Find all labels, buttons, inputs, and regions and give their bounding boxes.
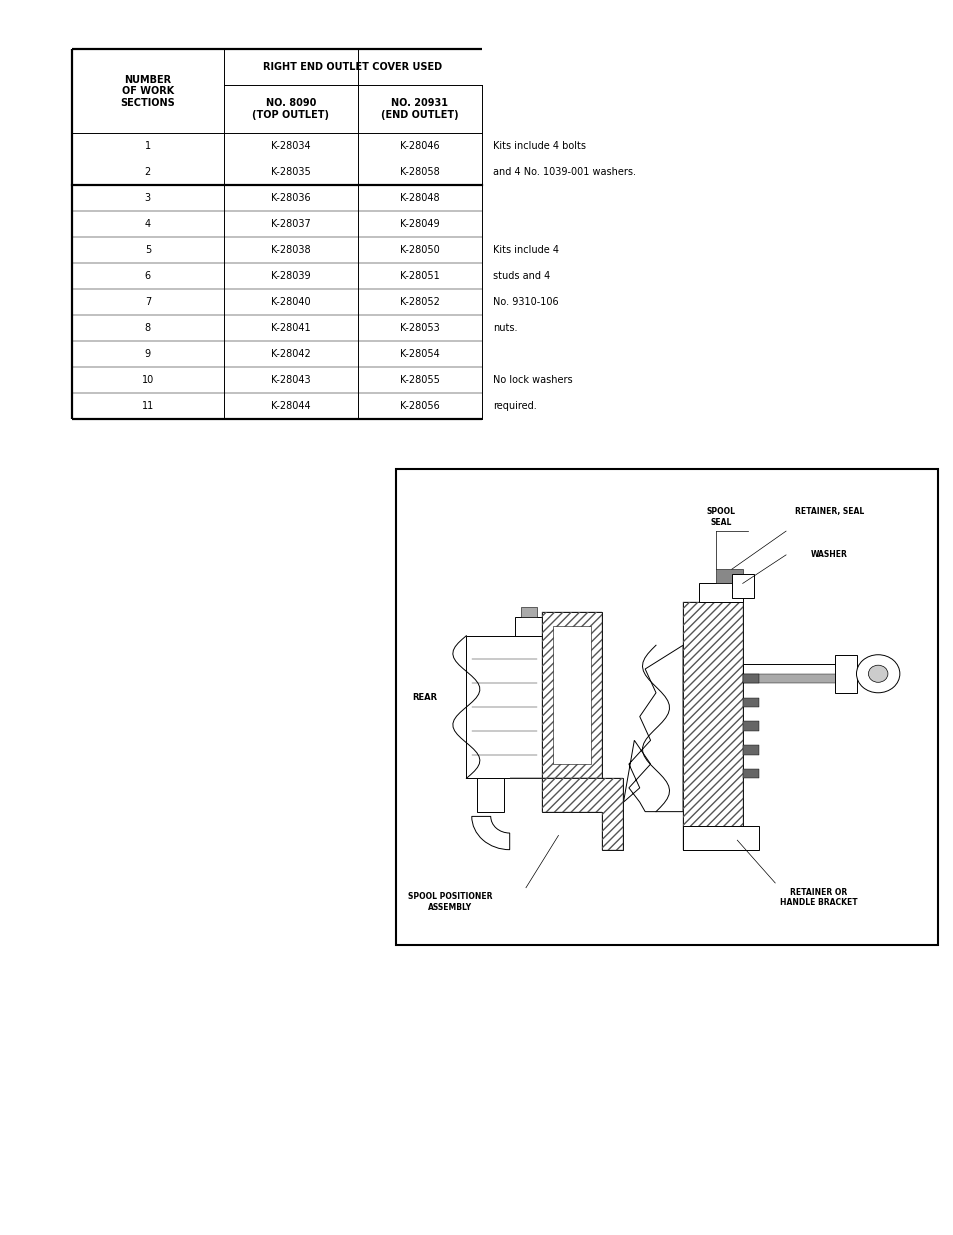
Text: K-28035: K-28035 xyxy=(271,167,311,178)
Text: K-28042: K-28042 xyxy=(271,348,311,359)
Text: RIGHT END OUTLET COVER USED: RIGHT END OUTLET COVER USED xyxy=(263,62,442,72)
Text: WASHER: WASHER xyxy=(810,550,847,559)
Text: K-28044: K-28044 xyxy=(271,400,311,411)
Text: K-28053: K-28053 xyxy=(399,322,439,333)
Polygon shape xyxy=(520,608,537,616)
Polygon shape xyxy=(553,626,590,764)
Text: studs and 4: studs and 4 xyxy=(493,270,550,282)
Text: NO. 8090
(TOP OUTLET): NO. 8090 (TOP OUTLET) xyxy=(253,99,329,120)
Text: required.: required. xyxy=(493,400,537,411)
Text: K-28039: K-28039 xyxy=(271,270,311,282)
Text: and 4 No. 1039-001 washers.: and 4 No. 1039-001 washers. xyxy=(493,167,636,178)
Polygon shape xyxy=(742,698,759,706)
Text: K-28040: K-28040 xyxy=(271,296,311,308)
Text: No lock washers: No lock washers xyxy=(493,374,572,385)
Text: K-28046: K-28046 xyxy=(399,141,439,152)
Text: 10: 10 xyxy=(142,374,153,385)
Text: K-28055: K-28055 xyxy=(399,374,439,385)
Text: K-28051: K-28051 xyxy=(399,270,439,282)
Text: 7: 7 xyxy=(145,296,151,308)
Text: K-28056: K-28056 xyxy=(399,400,439,411)
Text: Kits include 4 bolts: Kits include 4 bolts xyxy=(493,141,585,152)
Text: 6: 6 xyxy=(145,270,151,282)
Polygon shape xyxy=(623,645,682,811)
Text: K-28058: K-28058 xyxy=(399,167,439,178)
Polygon shape xyxy=(742,674,850,683)
Text: SPOOL
SEAL: SPOOL SEAL xyxy=(706,508,735,527)
Polygon shape xyxy=(742,769,759,778)
Polygon shape xyxy=(731,574,753,598)
Polygon shape xyxy=(541,613,601,778)
Text: K-28048: K-28048 xyxy=(399,193,439,204)
Text: Kits include 4: Kits include 4 xyxy=(493,245,558,256)
Text: K-28036: K-28036 xyxy=(271,193,311,204)
Text: K-28037: K-28037 xyxy=(271,219,311,230)
Text: 5: 5 xyxy=(145,245,151,256)
Circle shape xyxy=(856,655,899,693)
Text: K-28052: K-28052 xyxy=(399,296,439,308)
Polygon shape xyxy=(682,603,742,850)
Polygon shape xyxy=(476,778,504,811)
Text: K-28038: K-28038 xyxy=(271,245,311,256)
Wedge shape xyxy=(472,816,509,850)
Text: No. 9310-106: No. 9310-106 xyxy=(493,296,558,308)
Text: K-28041: K-28041 xyxy=(271,322,311,333)
Text: K-28054: K-28054 xyxy=(399,348,439,359)
Circle shape xyxy=(867,666,887,682)
Text: NO. 20931
(END OUTLET): NO. 20931 (END OUTLET) xyxy=(380,99,458,120)
Polygon shape xyxy=(509,778,623,850)
Text: nuts.: nuts. xyxy=(493,322,517,333)
Text: 2: 2 xyxy=(145,167,151,178)
Polygon shape xyxy=(699,583,742,603)
Polygon shape xyxy=(682,826,759,850)
Text: K-28034: K-28034 xyxy=(271,141,311,152)
Bar xyxy=(395,469,937,945)
Text: K-28049: K-28049 xyxy=(399,219,439,230)
Text: 11: 11 xyxy=(142,400,153,411)
Text: RETAINER, SEAL: RETAINER, SEAL xyxy=(794,508,863,516)
Text: 8: 8 xyxy=(145,322,151,333)
Polygon shape xyxy=(715,569,742,583)
Polygon shape xyxy=(742,674,759,683)
Polygon shape xyxy=(742,664,850,674)
Text: 4: 4 xyxy=(145,219,151,230)
Text: NUMBER
OF WORK
SECTIONS: NUMBER OF WORK SECTIONS xyxy=(120,75,175,107)
Text: SPOOL POSITIONER
ASSEMBLY: SPOOL POSITIONER ASSEMBLY xyxy=(408,893,492,911)
Polygon shape xyxy=(742,745,759,755)
Text: RETAINER OR
HANDLE BRACKET: RETAINER OR HANDLE BRACKET xyxy=(779,888,857,908)
Text: REAR: REAR xyxy=(412,693,436,701)
Text: K-28050: K-28050 xyxy=(399,245,439,256)
Polygon shape xyxy=(742,721,759,731)
Text: 1: 1 xyxy=(145,141,151,152)
Text: 3: 3 xyxy=(145,193,151,204)
Polygon shape xyxy=(466,636,541,778)
Polygon shape xyxy=(515,616,541,636)
Polygon shape xyxy=(834,655,856,693)
Text: K-28043: K-28043 xyxy=(271,374,311,385)
Text: 9: 9 xyxy=(145,348,151,359)
